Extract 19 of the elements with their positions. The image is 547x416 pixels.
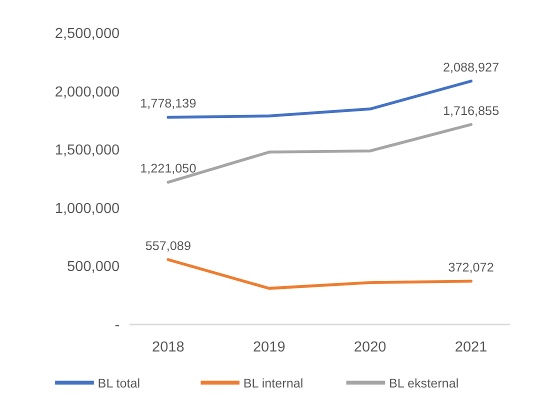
x-tick-label: 2021 [454, 340, 488, 356]
x-tick-label: 2018 [152, 340, 184, 356]
y-tick-label: 2,500,000 [54, 26, 120, 42]
y-tick-label: 2,000,000 [54, 84, 120, 100]
data-label: 372,072 [448, 260, 494, 274]
y-tick-label: 1,000,000 [54, 200, 120, 217]
y-tick-label: 500,000 [67, 259, 120, 276]
x-tick-label: 2020 [354, 340, 386, 356]
legend-label: BL internal [243, 376, 304, 391]
data-label: 1,778,139 [140, 96, 196, 111]
data-label: 1,716,855 [442, 104, 500, 118]
legend-label: BL eksternal [389, 376, 459, 391]
x-tick-label: 2019 [252, 340, 286, 356]
data-label: 2,088,927 [442, 60, 500, 74]
y-tick-label: - [114, 317, 120, 334]
y-tick-label: 1,500,000 [54, 142, 120, 159]
data-label: 557,089 [145, 238, 191, 253]
legend-label: BL total [98, 376, 140, 391]
data-label: 1,221,050 [140, 162, 196, 176]
